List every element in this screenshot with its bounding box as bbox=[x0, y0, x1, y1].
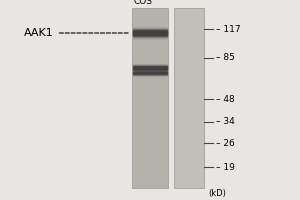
Text: – 117: – 117 bbox=[216, 24, 241, 33]
Text: – 26: – 26 bbox=[216, 138, 235, 148]
Text: – 19: – 19 bbox=[216, 162, 235, 171]
Text: – 48: – 48 bbox=[216, 95, 235, 104]
Text: – 85: – 85 bbox=[216, 53, 235, 62]
Text: – 34: – 34 bbox=[216, 117, 235, 127]
Bar bbox=[174, 8, 204, 188]
Text: COS: COS bbox=[133, 0, 152, 6]
Bar bbox=[132, 8, 168, 188]
Text: (kD): (kD) bbox=[208, 189, 226, 198]
Text: AAK1: AAK1 bbox=[24, 28, 129, 38]
